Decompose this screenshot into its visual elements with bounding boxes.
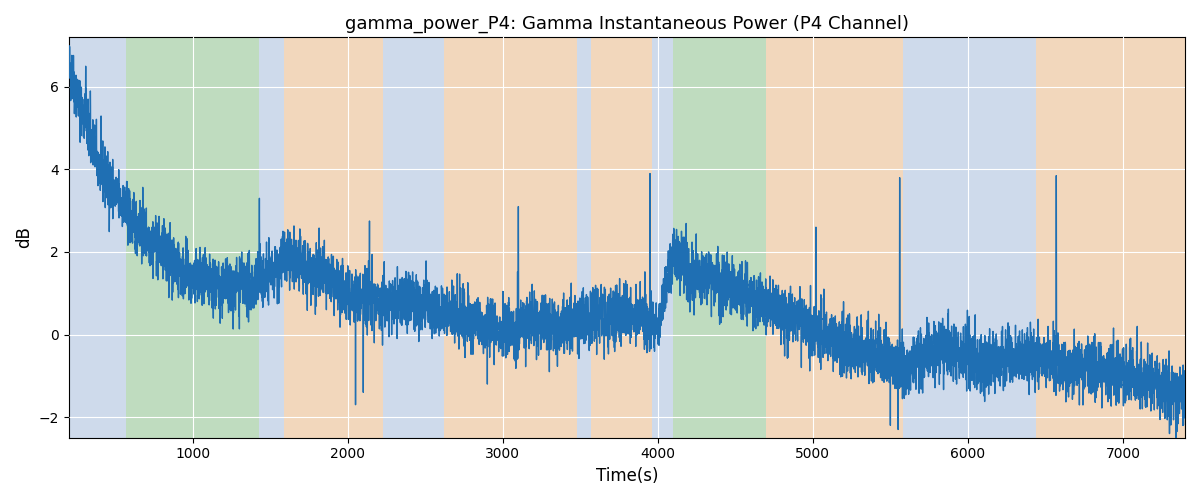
Bar [910, 38, 1036, 438]
Bar [384, 38, 444, 438]
Bar [259, 38, 284, 438]
Bar [652, 38, 673, 438]
Bar [284, 38, 384, 438]
Bar [827, 38, 902, 438]
Bar [1036, 38, 1184, 438]
Bar [126, 38, 259, 438]
Bar [577, 38, 592, 438]
Bar [444, 38, 577, 438]
Bar [68, 38, 126, 438]
Title: gamma_power_P4: Gamma Instantaneous Power (P4 Channel): gamma_power_P4: Gamma Instantaneous Powe… [344, 15, 908, 34]
Bar [592, 38, 652, 438]
Bar [902, 38, 910, 438]
Bar [767, 38, 827, 438]
Y-axis label: dB: dB [16, 226, 34, 248]
Bar [673, 38, 767, 438]
X-axis label: Time(s): Time(s) [595, 467, 658, 485]
